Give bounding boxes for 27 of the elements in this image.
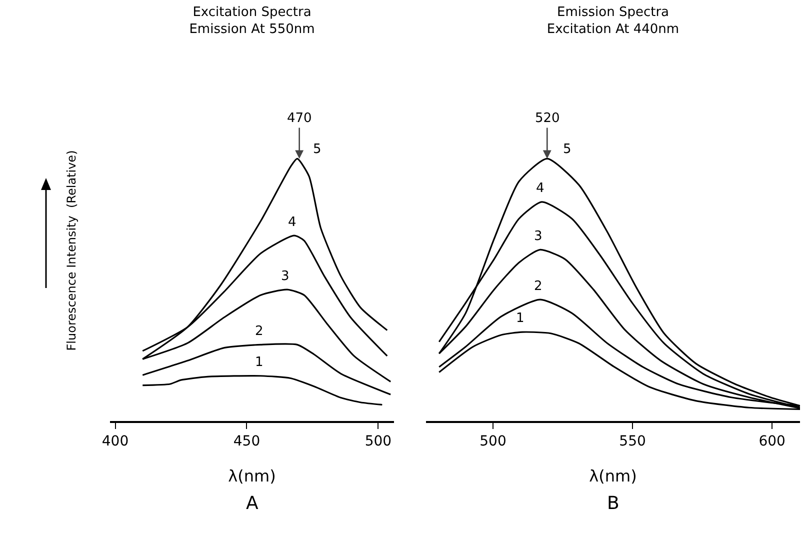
series-label: 3 — [534, 229, 542, 244]
series-label: 5 — [563, 142, 572, 157]
x-tick-label: 550 — [619, 434, 646, 450]
series-label: 5 — [313, 142, 322, 157]
series-label: 1 — [255, 355, 264, 370]
text: A — [246, 493, 259, 514]
series-label: 2 — [255, 324, 264, 339]
chart-subtitle: Emission At 550nm — [189, 22, 315, 37]
series-label: 3 — [281, 269, 290, 284]
x-axis-title: λ(nm) — [228, 466, 276, 486]
y-axis-title: Fluorescence Intensity (Relative) — [64, 150, 78, 351]
x-tick-label: 500 — [480, 434, 506, 450]
chart-title: Excitation Spectra — [192, 5, 312, 20]
x-tick-label: 400 — [102, 434, 129, 450]
series-label: 4 — [536, 181, 544, 196]
series-label: 4 — [288, 215, 296, 230]
annotation: 520 — [535, 111, 560, 126]
x-tick-label: 600 — [758, 434, 786, 450]
x-tick-label: 450 — [233, 434, 260, 450]
series-label: 2 — [534, 279, 542, 294]
x-tick-label: 500 — [364, 434, 392, 450]
chart-subtitle: Excitation At 440nm — [546, 22, 680, 37]
annotation: 470 — [287, 111, 312, 126]
chart-title: Emission Spectra — [556, 5, 670, 20]
series-label: 1 — [516, 311, 524, 326]
text: B — [607, 493, 620, 514]
x-axis-title: λ(nm) — [589, 466, 637, 486]
